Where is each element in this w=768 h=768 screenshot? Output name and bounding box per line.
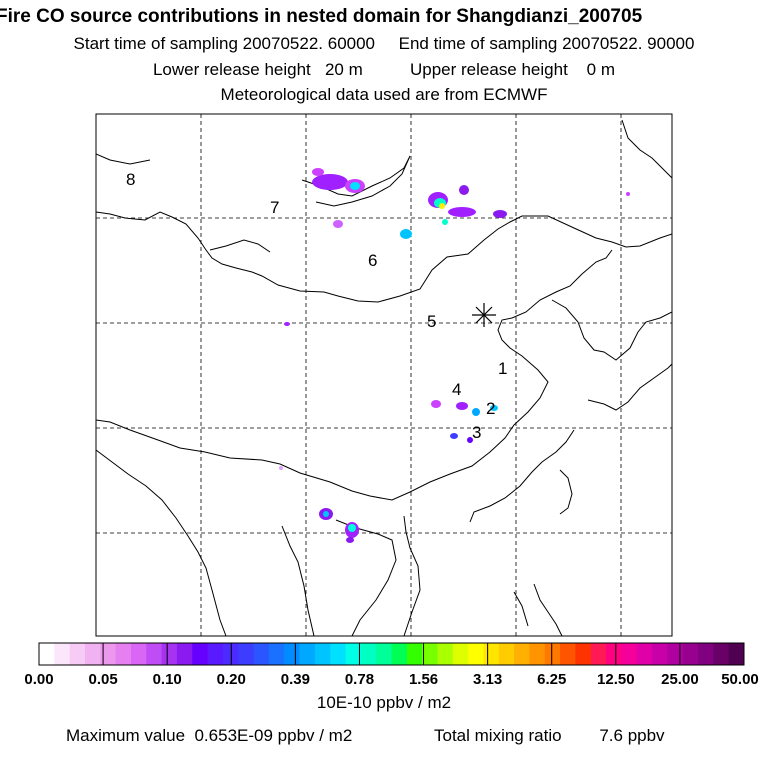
region-label-3: 3 bbox=[472, 423, 481, 442]
colorbar-cell bbox=[406, 643, 423, 665]
region-label-5: 5 bbox=[427, 312, 436, 331]
colorbar-cell bbox=[560, 643, 576, 665]
met-data-source: Meteorological data used are from ECMWF bbox=[220, 85, 548, 104]
colorbar-cell bbox=[268, 643, 285, 665]
colorbar-cells bbox=[39, 643, 745, 665]
colorbar-tick-label: 6.25 bbox=[537, 671, 566, 688]
receptor-asterisk-icon bbox=[472, 303, 496, 327]
colorbar-cell bbox=[391, 643, 408, 665]
colorbar-units: 10E-10 ppbv / m2 bbox=[316, 693, 452, 712]
colorbar-cell bbox=[652, 643, 668, 665]
coastlines-borders bbox=[96, 119, 672, 636]
colorbar-cell bbox=[115, 643, 132, 665]
colorbar-cell bbox=[621, 643, 638, 665]
colorbar-cell bbox=[468, 643, 484, 665]
release-heights: Lower release height 20 m Upper release … bbox=[152, 60, 616, 79]
colorbar-cell bbox=[100, 643, 117, 665]
maximum-value: Maximum value 0.653E-09 ppbv / m2 bbox=[66, 726, 353, 745]
colorbar-cell bbox=[606, 643, 622, 665]
colorbar-cell bbox=[207, 643, 224, 665]
colorbar-cell bbox=[39, 643, 55, 665]
map-title: Fire CO source contributions in nested d… bbox=[0, 6, 643, 27]
colorbar-cell bbox=[161, 643, 178, 665]
region-label-7: 7 bbox=[270, 198, 279, 217]
colorbar-cell bbox=[713, 643, 730, 665]
colorbar-tick-label: 3.13 bbox=[473, 671, 502, 688]
colorbar-tick-label: 1.56 bbox=[409, 671, 438, 688]
colorbar-cell bbox=[698, 643, 714, 665]
colorbar-cell bbox=[498, 643, 515, 665]
region-label-6: 6 bbox=[368, 251, 377, 270]
colorbar-cell bbox=[529, 643, 546, 665]
region-label-1: 1 bbox=[498, 359, 507, 378]
colorbar-cell bbox=[437, 643, 454, 665]
colorbar-cell bbox=[176, 643, 193, 665]
colorbar-tick-label: 0.39 bbox=[281, 671, 310, 688]
colorbar-cell bbox=[238, 643, 255, 665]
region-label-8: 8 bbox=[126, 170, 135, 189]
colorbar-tick-label: 0.20 bbox=[217, 671, 246, 688]
colorbar-cell bbox=[376, 643, 392, 665]
colorbar-cell bbox=[590, 643, 607, 665]
colorbar-cell bbox=[483, 643, 500, 665]
colorbar-cell bbox=[314, 643, 331, 665]
colorbar-cell bbox=[452, 643, 469, 665]
sampling-times: Start time of sampling 20070522. 60000 E… bbox=[73, 34, 695, 53]
colorbar-cell bbox=[284, 643, 301, 665]
colorbar-tick-label: 0.10 bbox=[153, 671, 182, 688]
colorbar-cell bbox=[667, 643, 684, 665]
colorbar-tick-label: 12.50 bbox=[597, 671, 635, 688]
colorbar-cell bbox=[84, 643, 101, 665]
gridlines bbox=[96, 114, 672, 636]
colorbar-tick-label: 0.05 bbox=[88, 671, 117, 688]
colorbar-tick-label: 25.00 bbox=[661, 671, 699, 688]
colorbar-cell bbox=[345, 643, 362, 665]
region-label-2: 2 bbox=[486, 399, 495, 418]
region-label-4: 4 bbox=[452, 380, 461, 399]
colorbar-cell bbox=[544, 643, 561, 665]
fire-source-blobs bbox=[279, 168, 630, 543]
colorbar-cell bbox=[360, 643, 377, 665]
colorbar-cell bbox=[330, 643, 347, 665]
colorbar-tick-label: 0.00 bbox=[24, 671, 53, 688]
colorbar-cell bbox=[728, 643, 745, 665]
colorbar-tick-labels: 0.00 0.05 0.10 0.20 0.39 0.78 1.56 3.13 6.25 12.5… bbox=[24, 643, 759, 688]
colorbar-cell bbox=[422, 643, 438, 665]
colorbar-cell bbox=[682, 643, 699, 665]
colorbar-cell bbox=[54, 643, 71, 665]
colorbar-cell bbox=[514, 643, 530, 665]
map-frame bbox=[95, 113, 673, 637]
colorbar-cell bbox=[575, 643, 592, 665]
colorbar-cell bbox=[636, 643, 653, 665]
colorbar-tick-label: 0.78 bbox=[345, 671, 374, 688]
colorbar-cell bbox=[299, 643, 316, 665]
total-mixing-ratio: Total mixing ratio 7.6 ppbv bbox=[434, 726, 665, 745]
colorbar-cell bbox=[130, 643, 147, 665]
colorbar-cell bbox=[192, 643, 209, 665]
colorbar-tick-label: 50.00 bbox=[721, 671, 759, 688]
colorbar-cell bbox=[69, 643, 86, 665]
colorbar-cell bbox=[253, 643, 270, 665]
colorbar-cell bbox=[146, 643, 163, 665]
